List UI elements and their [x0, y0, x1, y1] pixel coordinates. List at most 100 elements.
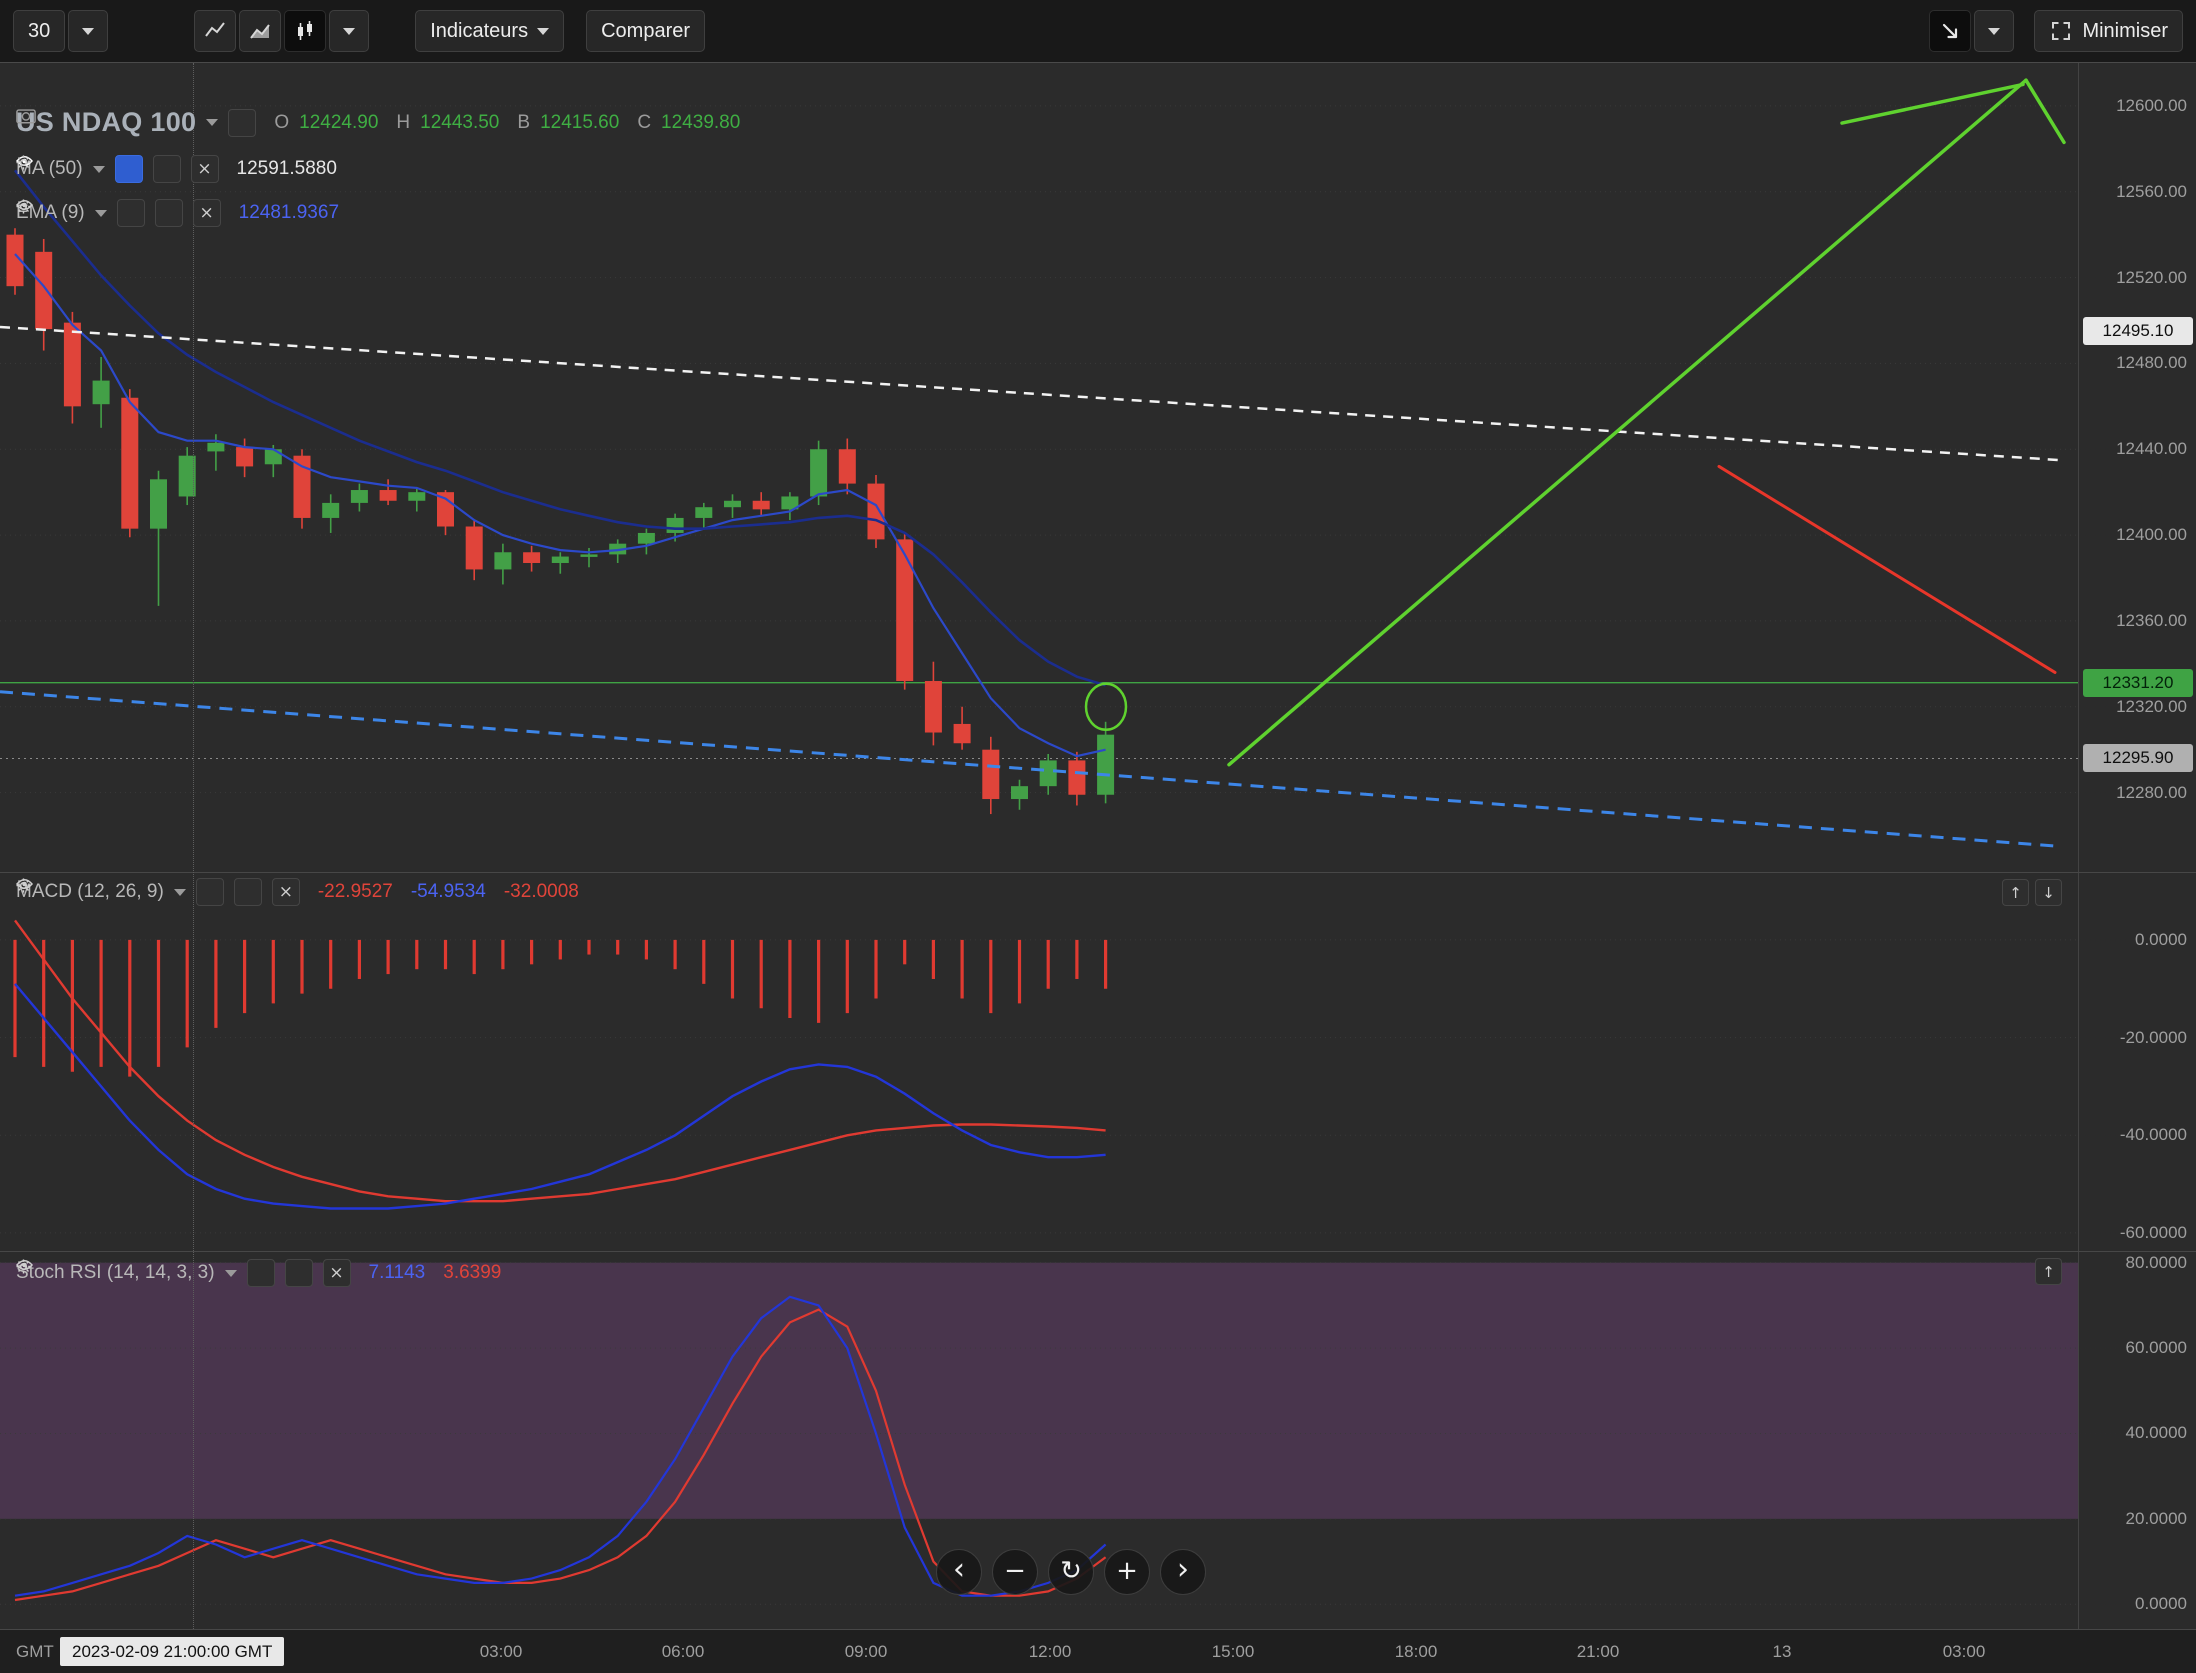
price-tick-label: 12560.00 — [2116, 181, 2187, 201]
symbol-name: US NDAQ 100 — [16, 107, 197, 137]
chevron-right-icon: › — [1177, 1552, 1189, 1587]
macd-visibility-button[interactable] — [16, 878, 224, 906]
minimize-button[interactable]: Minimiser — [2034, 10, 2183, 52]
timeframe-dropdown-button[interactable] — [68, 10, 109, 52]
ema-remove-button[interactable]: × — [192, 199, 221, 227]
stoch-k-line — [14, 1295, 1107, 1597]
ema-name: EMA (9) — [16, 202, 85, 223]
stoch-indicator-row: Stoch RSI (14, 14, 3, 3) — [16, 1259, 501, 1287]
stoch-tick-label: 20.0000 — [2125, 1508, 2187, 1528]
chevron-down-icon — [82, 27, 95, 35]
white-dashed-trendline — [0, 325, 2059, 462]
blue-dashed-trendline — [0, 690, 2059, 848]
chart-type-group — [194, 10, 370, 52]
stoch-remove-button[interactable]: × — [322, 1259, 351, 1287]
chevron-down-icon[interactable] — [173, 888, 186, 896]
stoch-visibility-button[interactable] — [16, 1259, 275, 1287]
price-tick-label: 12400.00 — [2116, 525, 2187, 545]
chevron-down-icon — [343, 27, 356, 35]
line-chart-type-button[interactable] — [194, 10, 237, 52]
area-chart-type-button[interactable] — [239, 10, 282, 52]
candles — [6, 228, 1115, 815]
arrow-up-icon: ↑ — [2009, 883, 2022, 902]
stoch-band — [0, 1262, 2078, 1519]
ma-visibility-button[interactable] — [16, 155, 143, 183]
compare-label: Comparer — [601, 19, 691, 42]
time-tick-label: 15:00 — [1211, 1641, 1255, 1661]
compare-button[interactable]: Comparer — [586, 10, 706, 52]
draw-tool-dropdown-button[interactable] — [1974, 10, 2015, 52]
chevron-down-icon[interactable] — [94, 209, 107, 217]
chevron-down-icon — [1988, 27, 2001, 35]
price-panel[interactable]: US NDAQ 100 O 12424.90 H 12443.50 B 1241… — [0, 63, 2078, 872]
chevron-down-icon[interactable] — [206, 119, 219, 126]
snapshot-button[interactable] — [16, 108, 257, 137]
ema-line — [14, 253, 1106, 758]
time-tick-label: 21:00 — [1576, 1641, 1620, 1661]
trend-arrow-tool-button[interactable] — [1929, 10, 1972, 52]
time-tick-label: 18:00 — [1394, 1641, 1438, 1661]
stoch-move-up-button[interactable]: ↑ — [2035, 1258, 2062, 1285]
time-axis[interactable]: GMT 2023-02-09 21:00:00 GMT 03:00 06:00 09… — [0, 1629, 2196, 1673]
minus-icon: − — [1004, 1555, 1026, 1586]
time-tick-label: 06:00 — [661, 1641, 705, 1661]
macd-chart-svg — [0, 919, 2078, 1234]
refresh-icon: ↻ — [1060, 1555, 1082, 1586]
stoch-rsi-panel[interactable]: Stoch RSI (14, 14, 3, 3) — [0, 1252, 2078, 1629]
close-icon: × — [199, 202, 214, 223]
panel-separator — [0, 872, 2196, 873]
price-chip-white: 12495.10 — [2083, 317, 2193, 346]
open-value: 12424.90 — [299, 111, 379, 133]
price-axis[interactable]: 12600.00 12560.00 12520.00 12480.00 12440.00… — [2078, 63, 2196, 872]
chevron-left-icon: ‹ — [953, 1552, 965, 1587]
timeframe-button[interactable]: 30 — [13, 10, 66, 52]
close-icon: × — [329, 1262, 344, 1283]
pan-right-button[interactable]: › — [1160, 1549, 1206, 1595]
stoch-rsi-chart-svg — [0, 1262, 2078, 1605]
reset-view-button[interactable]: ↻ — [1048, 1549, 1094, 1595]
draw-tool-group — [1929, 10, 2015, 52]
indicators-button[interactable]: Indicateurs — [415, 10, 565, 52]
zoom-out-button[interactable]: − — [992, 1549, 1038, 1595]
chart-area: US NDAQ 100 O 12424.90 H 12443.50 B 1241… — [0, 62, 2196, 1673]
ma-remove-button[interactable]: × — [190, 155, 219, 183]
candlestick-chart-icon — [298, 21, 313, 40]
stoch-name: Stoch RSI (14, 14, 3, 3) — [16, 1262, 215, 1283]
stoch-tick-label: 0.0000 — [2135, 1594, 2187, 1614]
high-label: H — [396, 111, 411, 133]
ema-settings-button[interactable] — [16, 199, 183, 227]
macd-remove-button[interactable]: × — [271, 878, 300, 906]
macd-move-up-button[interactable]: ↑ — [2002, 879, 2029, 906]
macd-indicator-row: MACD (12, 26, 9) — [16, 878, 579, 906]
stoch-tick-label: 60.0000 — [2125, 1338, 2187, 1358]
chevron-down-icon[interactable] — [92, 165, 105, 173]
time-tick-label: 13 — [1772, 1641, 1792, 1661]
price-tick-label: 12520.00 — [2116, 267, 2187, 287]
zoom-in-button[interactable]: + — [1104, 1549, 1150, 1595]
gear-icon — [16, 878, 31, 893]
price-tick-label: 12600.00 — [2116, 95, 2187, 115]
macd-axis[interactable]: 0.0000 -20.0000 -40.0000 -60.0000 — [2078, 873, 2196, 1251]
chart-type-dropdown-button[interactable] — [329, 10, 370, 52]
macd-panel[interactable]: MACD (12, 26, 9) — [0, 873, 2078, 1251]
candlestick-chart-type-button[interactable] — [284, 10, 327, 52]
stoch-axis[interactable]: 80.0000 60.0000 40.0000 20.0000 0.0000 — [2078, 1252, 2196, 1629]
timezone-label[interactable]: GMT — [16, 1641, 54, 1661]
panel-separator — [0, 1251, 2196, 1252]
macd-signal-value: -32.0008 — [503, 881, 579, 902]
close-value: 12439.80 — [661, 111, 741, 133]
gear-icon — [16, 155, 31, 170]
timeframe-label: 30 — [28, 19, 51, 42]
symbol-header: US NDAQ 100 O 12424.90 H 12443.50 B 1241… — [16, 107, 740, 138]
low-value: 12415.60 — [540, 111, 620, 133]
macd-move-down-button[interactable]: ↓ — [2035, 879, 2062, 906]
chevron-down-icon[interactable] — [224, 1269, 237, 1277]
pan-left-button[interactable]: ‹ — [936, 1549, 982, 1595]
ema-visibility-button[interactable] — [16, 199, 145, 227]
stoch-d-line — [14, 1308, 1107, 1602]
stoch-tick-label: 40.0000 — [2125, 1423, 2187, 1443]
macd-settings-button[interactable] — [16, 878, 262, 906]
stoch-settings-button[interactable] — [16, 1259, 313, 1287]
ma-settings-button[interactable] — [16, 155, 181, 183]
close-label: C — [637, 111, 652, 133]
